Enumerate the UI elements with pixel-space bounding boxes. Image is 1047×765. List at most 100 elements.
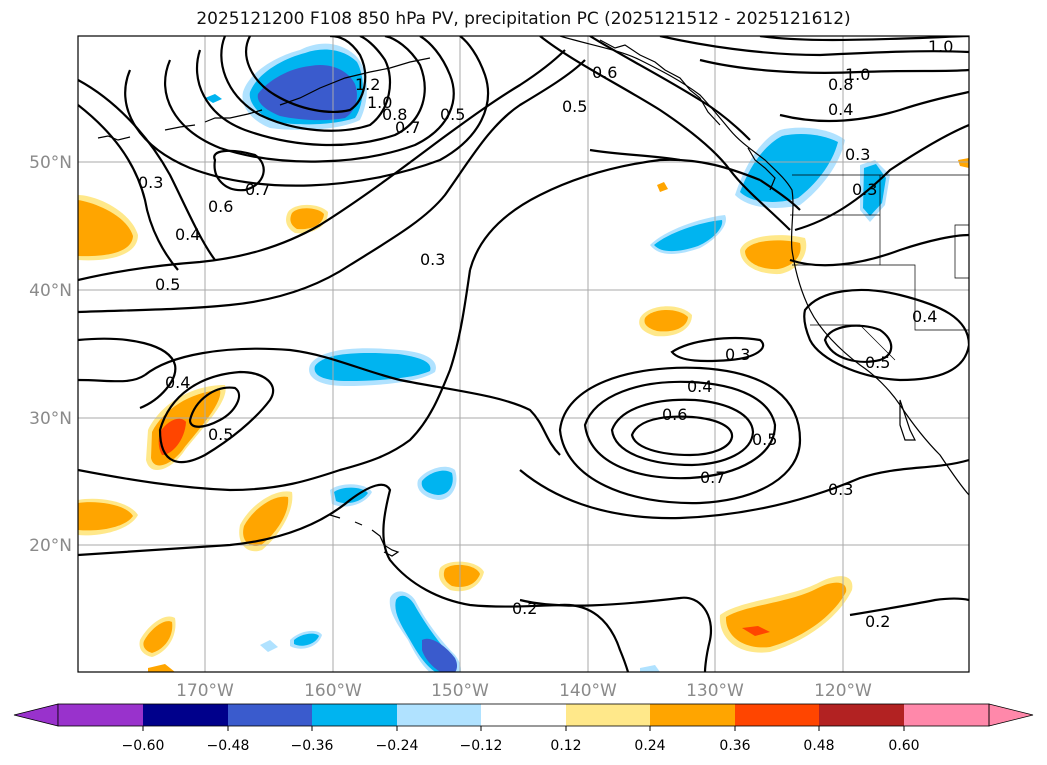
pv-contour	[803, 288, 969, 382]
contour-labels: 1.0 1.0 0.8 0.4 0.3 0.3 0.6 0.5 1.2 1.0 …	[138, 37, 953, 631]
colorbar-tick-label: −0.36	[291, 738, 334, 754]
contour-label: 0.8	[382, 105, 407, 124]
pv-contour	[583, 380, 777, 480]
pv-contour	[144, 347, 561, 456]
coastline	[329, 514, 400, 557]
colorbar-tick-label: 0.60	[888, 738, 919, 754]
contour-label: 0.5	[865, 353, 890, 372]
pv-contour	[519, 596, 713, 672]
pv-contour	[158, 370, 275, 464]
precip-blob	[742, 626, 770, 636]
precip-blob	[148, 664, 175, 672]
contour-label: 0.3	[420, 250, 445, 269]
colorbar-segment	[735, 704, 819, 726]
lat-label-20n: 20°N	[29, 536, 72, 556]
colorbar-tick-label: 0.24	[634, 738, 665, 754]
precip-blob	[257, 64, 357, 121]
contour-label: 0.5	[208, 425, 233, 444]
precip-blob	[78, 502, 133, 531]
contour-label: 0.4	[912, 307, 937, 326]
pv-contour	[78, 374, 146, 383]
pv-contour	[779, 90, 969, 123]
pv-contour	[519, 458, 969, 520]
colorbar-segment	[904, 704, 989, 726]
contour-label: 0.4	[828, 100, 853, 119]
pv-contour	[78, 483, 630, 672]
lon-label-170w: 170°W	[176, 681, 234, 701]
colorbar-ticks	[142, 726, 905, 731]
longitude-labels: 170°W 160°W 150°W 140°W 130°W 120°W	[176, 681, 872, 701]
colorbar-segment	[58, 704, 143, 726]
pv-contour	[849, 597, 969, 617]
borders	[790, 174, 969, 361]
pv-contour	[164, 36, 455, 163]
contour-label: 0.2	[865, 612, 890, 631]
precip-blob	[243, 496, 289, 547]
precip-blob	[640, 665, 660, 672]
precip-blob	[78, 200, 133, 257]
contour-label: 0.3	[138, 173, 163, 192]
lon-label-140w: 140°W	[559, 681, 617, 701]
contour-label: 1.0	[845, 65, 870, 84]
pv-contour	[195, 36, 426, 147]
colorbar-segment	[312, 704, 397, 726]
contour-label: 0.3	[725, 345, 750, 364]
contour-label: 0.5	[752, 430, 777, 449]
colorbar-segment	[228, 704, 312, 726]
lon-label-160w: 160°W	[304, 681, 362, 701]
lat-label-40n: 40°N	[29, 281, 72, 301]
contour-label: 0.7	[245, 180, 270, 199]
pv-contour	[220, 36, 392, 132]
contour-label: 0.7	[700, 468, 725, 487]
contour-label: 0.4	[687, 377, 712, 396]
contour-label: 1.2	[355, 75, 380, 94]
lon-label-120w: 120°W	[814, 681, 872, 701]
contour-label: 0.5	[562, 97, 587, 116]
contour-label: 0.3	[852, 180, 877, 199]
contour-label: 0.2	[512, 599, 537, 618]
coastline	[747, 147, 776, 191]
contour-label: 0.4	[175, 225, 200, 244]
colorbar: −0.60 −0.48 −0.36 −0.24 −0.12 0.12 0.24 …	[13, 703, 1034, 754]
colorbar-tick-label: −0.12	[460, 738, 503, 754]
pv-contour	[659, 36, 969, 57]
pv-contour	[78, 59, 586, 314]
pv-contour	[78, 337, 177, 410]
pv-contour	[589, 36, 751, 141]
pv-contour	[78, 104, 179, 271]
pv-contour	[670, 337, 765, 363]
border	[954, 224, 969, 279]
contour-label: 1.0	[928, 37, 953, 56]
contour-label: 0.5	[440, 105, 465, 124]
pv-contour	[789, 233, 969, 267]
precip-blob	[294, 633, 319, 646]
precip-blob	[657, 182, 668, 192]
precip-blob	[143, 621, 173, 653]
pv-contour	[759, 179, 801, 211]
precip-blob	[644, 309, 688, 332]
contour-label: 0.3	[845, 145, 870, 164]
pv-contour	[78, 269, 472, 492]
precip-blob	[334, 487, 368, 504]
coastline	[899, 399, 916, 441]
lat-label-30n: 30°N	[29, 409, 72, 429]
contour-label: 0.4	[165, 373, 190, 392]
map-frame	[77, 35, 970, 673]
colorbar-tick-label: −0.60	[122, 738, 165, 754]
pv-contour	[539, 36, 791, 231]
pv-contour	[589, 148, 681, 162]
colorbar-frame	[57, 703, 990, 727]
precip-blob	[958, 158, 969, 168]
precip-blob	[260, 640, 278, 652]
precip-blob	[654, 220, 723, 252]
precip-blob	[158, 418, 186, 455]
lon-label-150w: 150°W	[431, 681, 489, 701]
lon-label-130w: 130°W	[686, 681, 744, 701]
colorbar-segment	[397, 704, 481, 726]
precip-blob	[740, 134, 838, 202]
pv-contour	[78, 79, 216, 261]
contour-label: 0.6	[592, 63, 617, 82]
colorbar-segment	[650, 704, 735, 726]
colorbar-segment	[143, 704, 228, 726]
